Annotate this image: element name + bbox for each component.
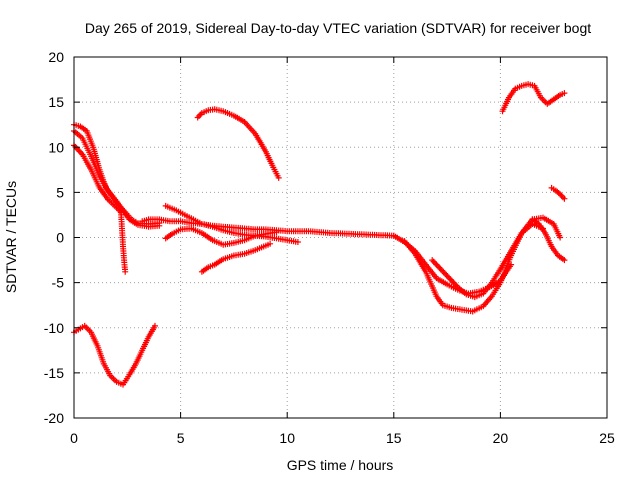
x-tick-label: 10 [279, 430, 295, 446]
data-point [555, 190, 562, 196]
y-axis-label: SDTVAR / TECUs [3, 181, 19, 293]
y-tick-label: -5 [52, 275, 65, 291]
data-point [122, 268, 129, 275]
series-arc-12 [401, 221, 546, 315]
series-arc-3 [71, 142, 124, 216]
data-point [561, 90, 568, 97]
x-tick-label: 25 [599, 430, 615, 446]
series-arc-2 [71, 128, 163, 230]
series-arc-10 [194, 106, 282, 181]
series-line [165, 205, 298, 243]
data-point [275, 174, 282, 181]
series-arc-14 [529, 216, 568, 264]
y-tick-label: 10 [48, 139, 64, 155]
data-point [561, 257, 568, 264]
axis-ticks: 0 5 10 15 20 25 -20 -15 -10 -5 0 5 10 15 20 [44, 49, 615, 446]
x-tick-label: 15 [386, 430, 402, 446]
y-tick-label: -20 [44, 410, 64, 426]
series-arc-8 [162, 225, 280, 248]
series-line [73, 325, 156, 386]
chart-title: Day 265 of 2019, Sidereal Day-to-day VTE… [85, 20, 591, 36]
y-tick-label: 5 [56, 184, 64, 200]
series-arc-7 [162, 202, 301, 245]
data-series [71, 81, 568, 388]
y-tick-label: 15 [48, 94, 64, 110]
plot-frame [73, 56, 608, 419]
series-arc-4 [117, 207, 129, 275]
y-tick-label: 20 [48, 49, 64, 65]
data-point [152, 322, 158, 329]
data-point [156, 222, 163, 229]
data-point [294, 239, 301, 245]
series-arc-5 [71, 322, 158, 388]
y-tick-label: 0 [56, 230, 64, 246]
y-tick-label: -10 [44, 320, 64, 336]
series-arc-13 [429, 214, 564, 301]
y-tick-label: -15 [44, 365, 64, 381]
x-axis-label: GPS time / hours [287, 457, 394, 473]
data-point [557, 234, 564, 241]
data-point [273, 229, 280, 236]
data-point [561, 195, 568, 202]
grid [74, 57, 607, 418]
x-tick-label: 0 [70, 430, 78, 446]
x-tick-label: 5 [177, 430, 185, 446]
series-arc-16 [548, 184, 568, 202]
x-tick-label: 20 [493, 430, 509, 446]
series-arc-9 [198, 240, 274, 275]
series-arc-15 [499, 81, 568, 115]
data-point [267, 240, 274, 247]
